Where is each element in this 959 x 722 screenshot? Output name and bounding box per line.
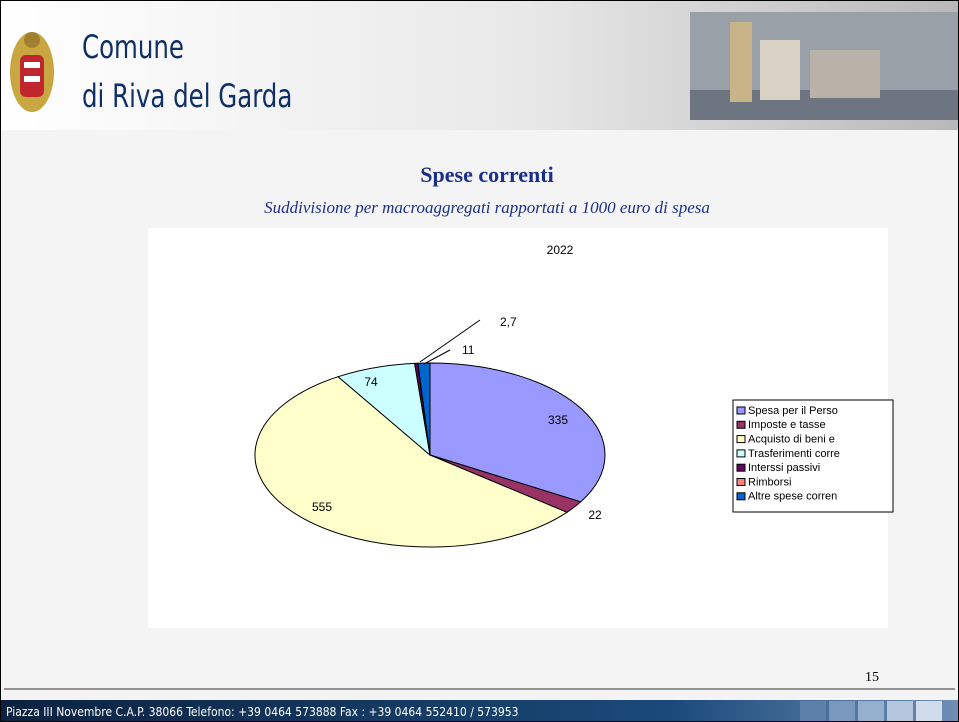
footer-band bbox=[0, 700, 959, 722]
data-label: 2,7 bbox=[500, 315, 517, 329]
legend-swatch bbox=[736, 435, 746, 444]
legend-label: Rimborsi bbox=[748, 476, 791, 488]
legend-swatch bbox=[736, 478, 746, 486]
legend-swatch bbox=[736, 406, 746, 415]
data-label: 335 bbox=[548, 413, 568, 427]
legend-label: Trasferimenti corre bbox=[748, 448, 840, 460]
header-photo bbox=[690, 12, 959, 120]
legend-swatch bbox=[736, 449, 746, 458]
legend-label: Acquisto di beni e bbox=[748, 434, 835, 446]
pie: 335 22 555 74 2,7 11 bbox=[254, 315, 606, 548]
data-label: 22 bbox=[588, 508, 602, 522]
data-label: 11 bbox=[462, 343, 475, 357]
legend-box bbox=[732, 399, 894, 513]
leader-line bbox=[419, 319, 481, 363]
chart-label: 2022 bbox=[547, 243, 574, 257]
legend-swatch bbox=[736, 463, 746, 472]
pie-slice bbox=[417, 362, 431, 456]
crest bbox=[10, 32, 54, 112]
legend-swatch bbox=[736, 492, 746, 501]
pie-slice bbox=[254, 376, 568, 548]
legend-label: Spesa per il Perso bbox=[748, 405, 838, 417]
legend-label: Imposte e tasse bbox=[748, 419, 826, 431]
chart-title: Spese correnti bbox=[420, 162, 553, 187]
header-title: Comune bbox=[82, 29, 184, 67]
page-number: 15 bbox=[865, 670, 879, 685]
footer-squares bbox=[800, 701, 942, 722]
legend: Spesa per il Perso Imposte e tasse Acquist… bbox=[736, 405, 840, 503]
leader-line bbox=[423, 349, 451, 365]
data-label: 555 bbox=[312, 500, 332, 514]
header-title: di Riva del Garda bbox=[82, 78, 292, 116]
legend-label: Altre spese corren bbox=[748, 491, 837, 503]
legend-label: Interssi passivi bbox=[748, 462, 820, 474]
chart-subtitle: Suddivisione per macroaggregati rapporta… bbox=[264, 198, 710, 217]
pie-slice bbox=[429, 362, 606, 503]
footer-text: Piazza III Novembre C.A.P. 38066 Telefon… bbox=[6, 705, 518, 719]
data-label: 74 bbox=[364, 375, 378, 389]
legend-swatch bbox=[736, 420, 746, 429]
